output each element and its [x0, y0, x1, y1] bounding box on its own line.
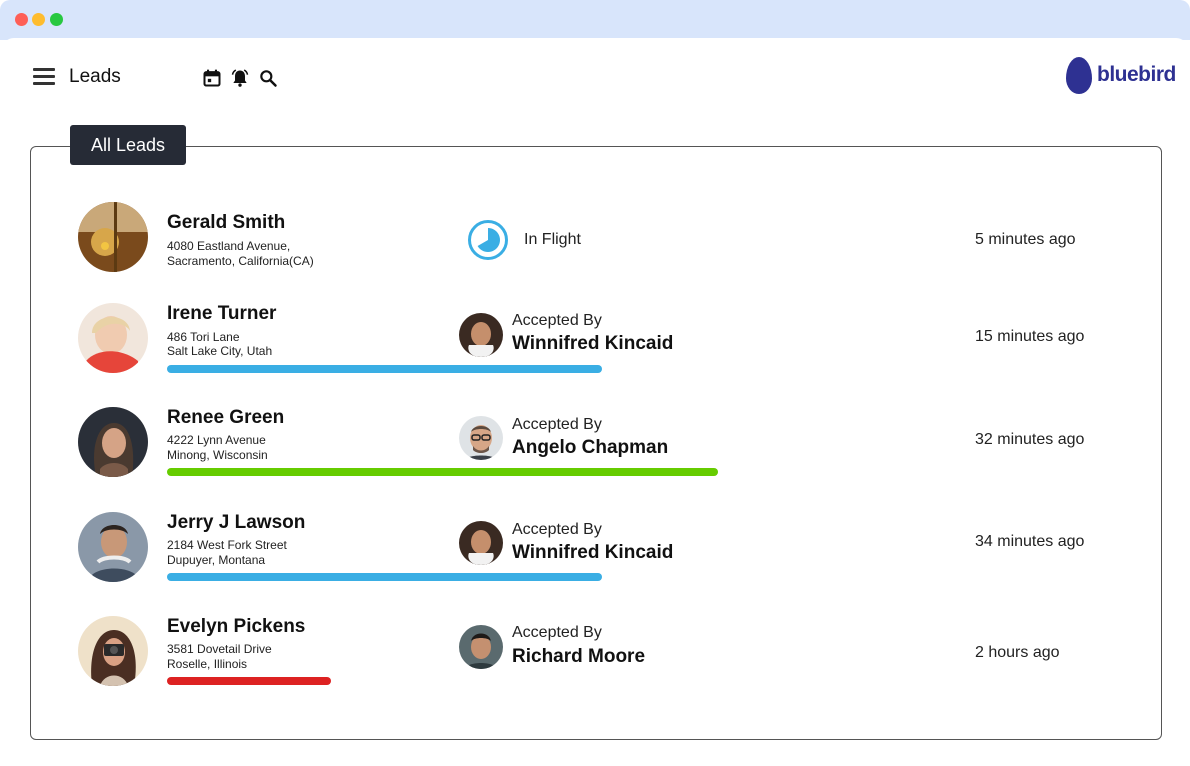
agent-avatar [459, 521, 503, 565]
lead-address-line1: 3581 Dovetail Drive [167, 642, 272, 656]
accepted-by-label: Accepted By [512, 312, 602, 329]
lead-avatar [78, 407, 148, 477]
lead-progress-bar [167, 677, 331, 685]
agent-avatar [459, 625, 503, 669]
lead-avatar [78, 303, 148, 373]
lead-avatar [78, 512, 148, 582]
lead-address-line2: Dupuyer, Montana [167, 553, 266, 567]
lead-name: Gerald Smith [167, 212, 286, 233]
agent-name: Angelo Chapman [512, 437, 669, 458]
maximize-window-button[interactable] [50, 13, 63, 26]
accepted-by-label: Accepted By [512, 416, 602, 433]
logo-egg-icon [1066, 57, 1092, 94]
window-body [2, 38, 1188, 766]
lead-address-line2: Sacramento, California(CA) [167, 254, 314, 268]
lead-status: In Flight [524, 231, 581, 248]
page-title: Leads [69, 66, 121, 87]
agent-name: Winnifred Kincaid [512, 542, 674, 563]
lead-time: 32 minutes ago [975, 431, 1085, 448]
lead-address-line2: Minong, Wisconsin [167, 448, 268, 462]
lead-address-line1: 4080 Eastland Avenue, [167, 239, 291, 253]
tab-all-leads[interactable]: All Leads [70, 125, 186, 165]
accepted-by-label: Accepted By [512, 624, 602, 641]
lead-time: 5 minutes ago [975, 231, 1076, 248]
agent-avatar [459, 313, 503, 357]
leads-panel [30, 146, 1162, 740]
lead-progress-bar [167, 573, 602, 581]
in-flight-icon [468, 220, 508, 260]
minimize-window-button[interactable] [32, 13, 45, 26]
agent-name: Winnifred Kincaid [512, 333, 674, 354]
window-titlebar [0, 0, 1190, 40]
lead-name: Evelyn Pickens [167, 616, 306, 637]
lead-progress-bar [167, 365, 602, 373]
lead-avatar [78, 202, 148, 272]
lead-address-line1: 2184 West Fork Street [167, 538, 287, 552]
search-icon[interactable] [258, 68, 278, 88]
bluebird-logo: bluebird [1066, 57, 1176, 97]
lead-address-line2: Salt Lake City, Utah [167, 344, 273, 358]
calendar-icon[interactable] [202, 68, 222, 88]
agent-avatar [459, 416, 503, 460]
lead-time: 15 minutes ago [975, 328, 1085, 345]
lead-address-line1: 4222 Lynn Avenue [167, 433, 266, 447]
menu-icon[interactable] [33, 68, 55, 86]
accepted-by-label: Accepted By [512, 521, 602, 538]
lead-avatar [78, 616, 148, 686]
lead-time: 2 hours ago [975, 644, 1060, 661]
lead-address-line2: Roselle, Illinois [167, 657, 248, 671]
close-window-button[interactable] [15, 13, 28, 26]
agent-name: Richard Moore [512, 646, 646, 667]
lead-name: Renee Green [167, 407, 285, 428]
lead-time: 34 minutes ago [975, 533, 1085, 550]
lead-name: Jerry J Lawson [167, 512, 306, 533]
lead-progress-bar [167, 468, 718, 476]
lead-address-line1: 486 Tori Lane [167, 330, 240, 344]
bell-icon[interactable] [230, 68, 250, 88]
lead-name: Irene Turner [167, 303, 277, 324]
